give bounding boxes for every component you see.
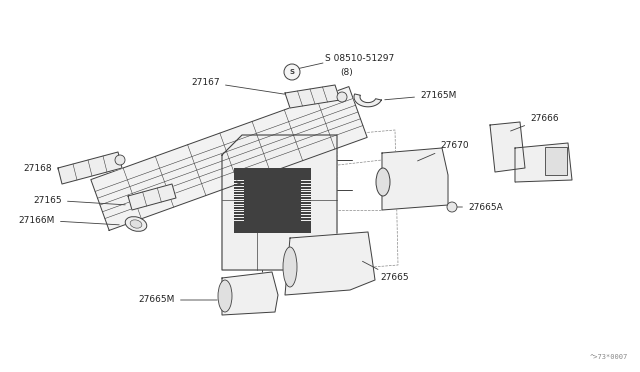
Text: 27166M: 27166M: [19, 215, 119, 225]
Text: (8): (8): [340, 67, 353, 77]
Circle shape: [284, 64, 300, 80]
Text: 27165M: 27165M: [385, 90, 456, 100]
Ellipse shape: [376, 168, 390, 196]
Text: S: S: [289, 69, 294, 75]
Polygon shape: [222, 272, 278, 315]
Polygon shape: [515, 143, 572, 182]
Bar: [545, 147, 567, 175]
Polygon shape: [285, 232, 375, 295]
Circle shape: [447, 202, 457, 212]
Text: ^>73*0007: ^>73*0007: [589, 354, 628, 360]
Text: S 08510-51297: S 08510-51297: [325, 54, 394, 62]
Ellipse shape: [283, 247, 297, 287]
Polygon shape: [58, 152, 122, 184]
Text: 27665M: 27665M: [139, 295, 217, 305]
Polygon shape: [490, 122, 525, 172]
Circle shape: [337, 92, 347, 102]
Polygon shape: [128, 184, 176, 210]
Polygon shape: [222, 135, 337, 270]
Text: 27168: 27168: [24, 164, 72, 173]
Ellipse shape: [125, 217, 147, 231]
Polygon shape: [285, 85, 340, 108]
Text: 27665A: 27665A: [452, 202, 503, 212]
Ellipse shape: [130, 220, 142, 228]
Text: 27165: 27165: [33, 196, 125, 205]
Text: 27665: 27665: [362, 261, 408, 282]
Text: 27167: 27167: [191, 77, 287, 94]
Ellipse shape: [218, 280, 232, 312]
Text: 27670: 27670: [417, 141, 468, 161]
Polygon shape: [382, 148, 448, 210]
Text: 27666: 27666: [511, 113, 559, 131]
Circle shape: [115, 155, 125, 165]
Polygon shape: [91, 87, 367, 230]
Polygon shape: [354, 94, 381, 107]
